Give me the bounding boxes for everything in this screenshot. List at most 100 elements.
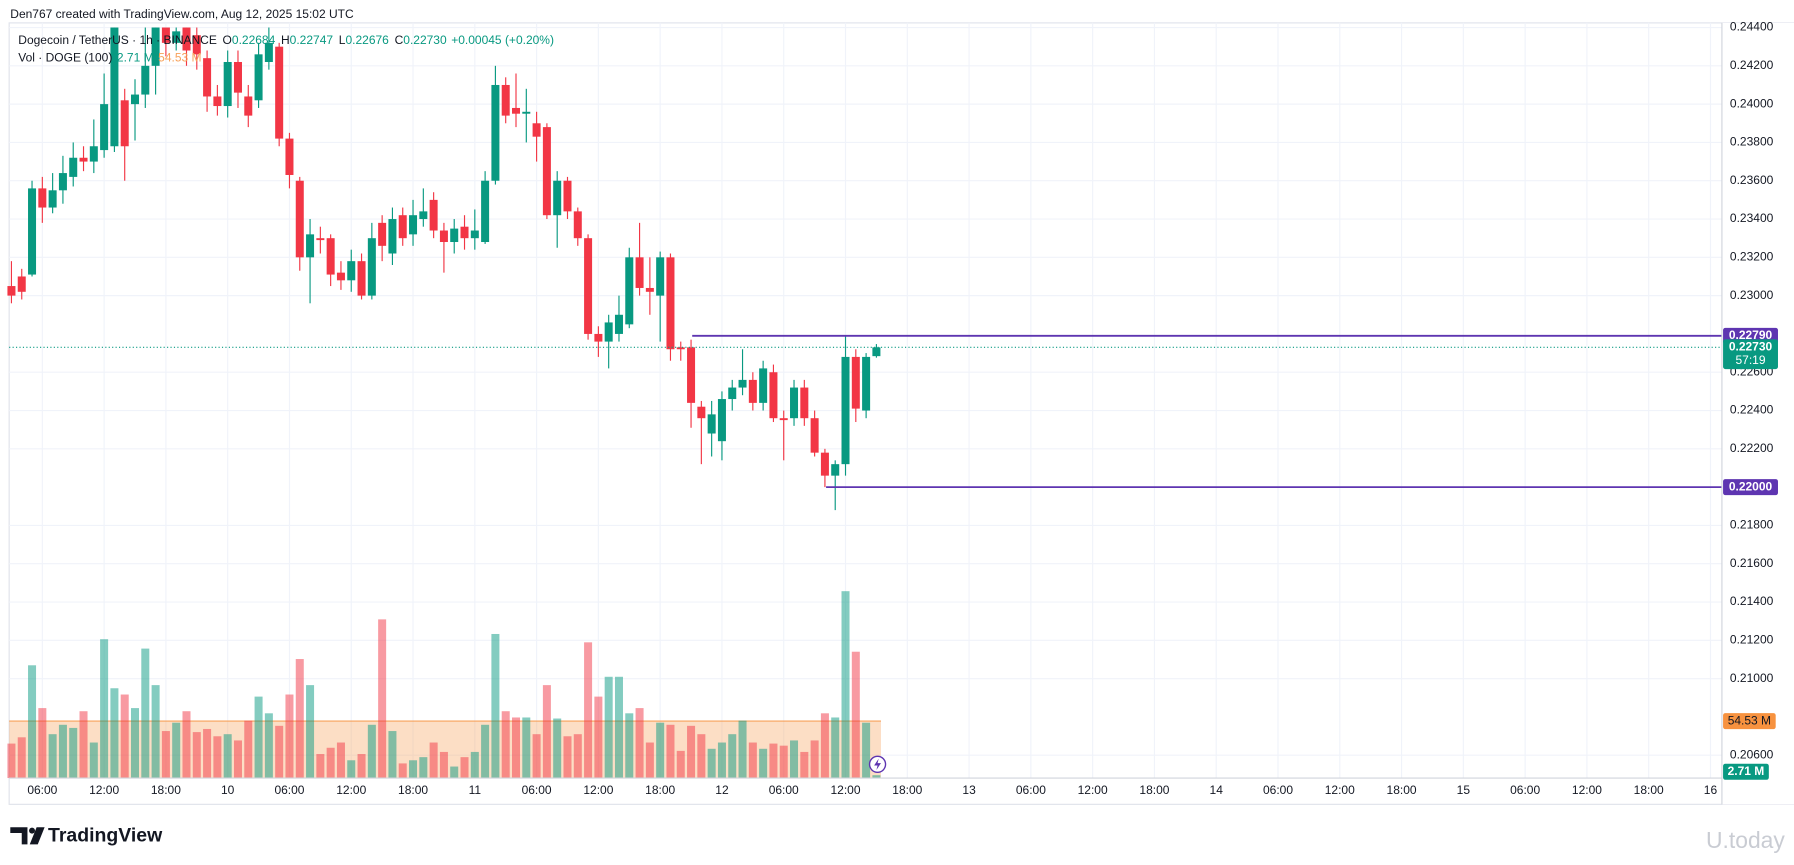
candle-body: [584, 238, 593, 334]
x-tick-label: 12:00: [1325, 783, 1355, 797]
candle-body: [357, 261, 366, 296]
ohlc-key: H: [281, 33, 290, 47]
volume-bar: [553, 718, 562, 779]
candle-body: [666, 257, 675, 350]
candle-body: [687, 347, 696, 403]
change: +0.00045 (+0.20%): [451, 33, 554, 47]
volume-bar: [357, 754, 366, 779]
candle-body: [717, 399, 726, 442]
candle-body: [347, 261, 356, 281]
candle-body: [573, 211, 582, 239]
x-tick-label: 18:00: [1139, 783, 1169, 797]
candle-body: [872, 347, 881, 357]
candle-body: [161, 27, 170, 43]
volume-bar: [233, 740, 242, 779]
candle-body: [120, 100, 129, 147]
volume-bar: [625, 713, 634, 779]
volume-bar: [584, 642, 593, 779]
y-tick-label: 0.20600: [1730, 747, 1774, 761]
volume-bar: [398, 763, 407, 779]
candle-body: [542, 127, 551, 216]
volume-bar: [223, 734, 232, 779]
x-tick-label: 12:00: [830, 783, 860, 797]
volume-bar: [872, 775, 881, 779]
candle-body: [769, 372, 778, 419]
candle-body: [336, 272, 345, 281]
volume-bar: [244, 720, 253, 779]
countdown: 57:19: [1736, 353, 1766, 367]
last-price-tag: [1723, 339, 1778, 370]
x-tick-label: 10: [221, 783, 235, 797]
candle-body: [306, 234, 315, 258]
volume-bar: [728, 734, 737, 779]
volume-bar: [697, 734, 706, 779]
volume-bar: [89, 742, 98, 779]
price-axis-bg: [1721, 22, 1794, 805]
volume-bar: [264, 713, 273, 779]
y-tick-label: 0.21200: [1730, 633, 1774, 647]
volume-bar: [38, 708, 47, 779]
volume-bar: [481, 724, 490, 779]
x-tick-label: 15: [1457, 783, 1471, 797]
x-tick-label: 06:00: [1510, 783, 1540, 797]
candle-body: [779, 418, 788, 421]
volume-bar: [779, 745, 788, 779]
y-tick-label: 0.22200: [1730, 441, 1774, 455]
y-tick-label: 0.21400: [1730, 594, 1774, 608]
x-tick-label: 06:00: [1263, 783, 1293, 797]
x-tick-label: 12:00: [336, 783, 366, 797]
candle-body: [58, 173, 67, 191]
x-tick-label: 18:00: [645, 783, 675, 797]
candle-body: [367, 238, 376, 296]
x-tick-label: 18:00: [151, 783, 181, 797]
volume-bar: [213, 736, 222, 779]
x-tick-label: 13: [962, 783, 976, 797]
volume-bar: [141, 648, 150, 779]
alert-bolt: [874, 758, 881, 771]
candle-body: [89, 146, 98, 162]
volume-bar: [203, 728, 212, 779]
level-tag: [1723, 479, 1778, 496]
candle-body: [511, 107, 521, 114]
candle-body: [676, 347, 685, 350]
x-tick-label: 18:00: [1634, 783, 1664, 797]
volume-bar: [450, 766, 459, 779]
volume-bar: [717, 742, 726, 779]
volume-bar: [254, 696, 263, 779]
volume-ma-tag: [1723, 713, 1776, 730]
candle-body: [439, 230, 448, 243]
volume-bar: [851, 651, 860, 779]
volume-bar: [28, 665, 37, 779]
ohlc-key: L: [339, 33, 346, 47]
candle-body: [264, 42, 273, 62]
candle-body: [192, 35, 201, 55]
volume-last-tag: [1723, 763, 1769, 780]
candle-body: [409, 215, 418, 235]
x-tick-label: 12:00: [1572, 783, 1602, 797]
volume-last: 2.71 M: [117, 51, 154, 65]
volume-bar: [676, 750, 685, 779]
logo-mark: [10, 827, 28, 845]
volume-bar: [316, 754, 325, 779]
volume-bar: [182, 711, 191, 779]
candle-body: [707, 414, 716, 434]
candle-body: [820, 452, 829, 476]
candle-body: [697, 406, 706, 419]
ohlc-key: O: [223, 33, 232, 47]
candle-body: [295, 180, 304, 258]
volume-bar: [192, 732, 201, 779]
volume-bar: [69, 727, 78, 779]
candle-body: [285, 138, 294, 175]
volume-bar: [48, 734, 57, 779]
volume-bar: [666, 724, 675, 779]
volume-bar: [151, 685, 160, 779]
volume-bar: [656, 722, 665, 779]
ohlc-value: 0.22730: [403, 33, 447, 47]
x-tick-label: 06:00: [769, 783, 799, 797]
candle-body: [841, 356, 850, 465]
volume-bar: [707, 748, 716, 779]
candles: [7, 27, 881, 511]
volume-bar: [511, 717, 521, 779]
candle-body: [800, 387, 809, 419]
volume-bar: [800, 751, 809, 779]
